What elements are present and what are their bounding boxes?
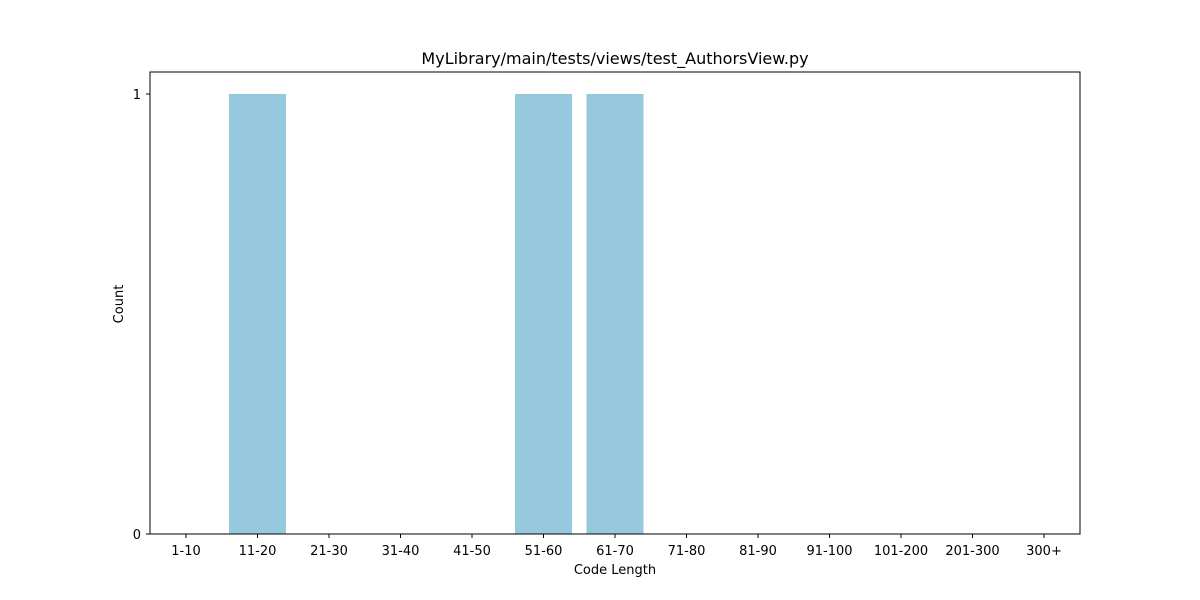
x-tick-label: 81-90 [739, 544, 777, 559]
y-axis-ticks: 01 [133, 88, 150, 543]
bars [229, 94, 644, 534]
y-tick-label: 0 [133, 528, 141, 543]
bar-61-70 [586, 94, 644, 534]
y-tick-label: 1 [133, 88, 141, 103]
x-tick-label: 300+ [1026, 544, 1062, 559]
x-tick-label: 1-10 [171, 544, 201, 559]
x-tick-label: 51-60 [525, 544, 563, 559]
x-tick-label: 91-100 [806, 544, 852, 559]
bar-51-60 [515, 94, 572, 534]
plot-area-frame [149, 71, 1081, 535]
chart-title: MyLibrary/main/tests/views/test_AuthorsV… [421, 49, 808, 69]
x-tick-label: 61-70 [596, 544, 634, 559]
x-tick-label: 21-30 [310, 544, 348, 559]
x-tick-label: 71-80 [668, 544, 706, 559]
y-axis-label: Count [112, 285, 127, 324]
x-axis-ticks: 1-10 11-20 21-30 31-40 41-50 51-60 61-70 71-80 8… [171, 534, 1062, 559]
x-tick-label: 101-200 [874, 544, 928, 559]
bar-11-20 [229, 94, 286, 534]
x-tick-label: 41-50 [453, 544, 491, 559]
x-tick-label: 31-40 [382, 544, 420, 559]
x-tick-label: 201-300 [945, 544, 999, 559]
x-axis-label: Code Length [574, 563, 656, 578]
x-tick-label: 11-20 [239, 544, 277, 559]
